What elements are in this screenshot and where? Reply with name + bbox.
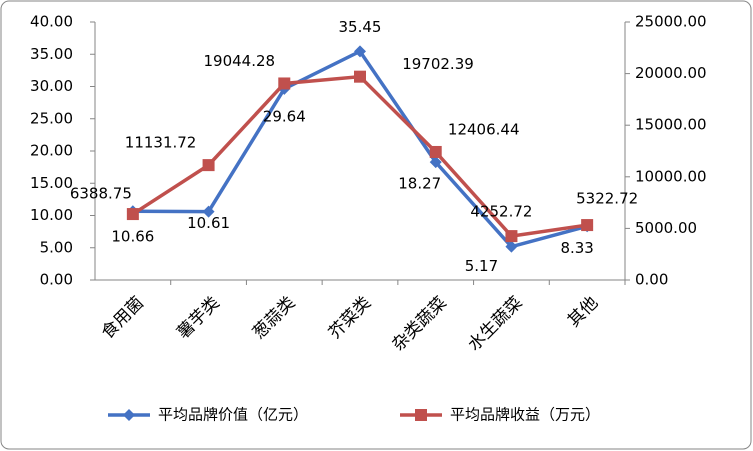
data-label: 6388.75 bbox=[70, 185, 132, 203]
data-label: 8.33 bbox=[560, 239, 593, 257]
y2-tick-label: 15000.00 bbox=[635, 116, 707, 134]
data-label: 18.27 bbox=[398, 175, 441, 193]
y2-tick-label: 0.00 bbox=[635, 271, 668, 289]
y2-tick-label: 5000.00 bbox=[635, 219, 697, 237]
marker bbox=[123, 409, 135, 421]
y2-tick-label: 10000.00 bbox=[635, 167, 707, 185]
data-label: 12406.44 bbox=[448, 120, 520, 138]
data-label: 35.45 bbox=[339, 18, 382, 36]
y-tick-label: 25.00 bbox=[30, 109, 73, 127]
data-label: 10.61 bbox=[187, 214, 230, 232]
marker bbox=[429, 145, 442, 158]
y-tick-label: 0.00 bbox=[40, 271, 73, 289]
marker bbox=[505, 230, 518, 243]
data-label: 19702.39 bbox=[402, 55, 474, 73]
marker bbox=[581, 219, 594, 232]
y-tick-label: 15.00 bbox=[30, 174, 73, 192]
y2-tick-label: 20000.00 bbox=[635, 64, 707, 82]
y-tick-label: 40.00 bbox=[30, 13, 73, 31]
y-tick-label: 35.00 bbox=[30, 45, 73, 63]
legend-label: 平均品牌价值（亿元） bbox=[158, 406, 308, 424]
data-label: 11131.72 bbox=[125, 134, 197, 152]
y2-tick-label: 25000.00 bbox=[635, 13, 707, 31]
marker bbox=[202, 159, 215, 172]
data-label: 19044.28 bbox=[203, 52, 275, 70]
data-label: 5.17 bbox=[465, 257, 498, 275]
marker bbox=[202, 205, 215, 218]
y-tick-label: 5.00 bbox=[40, 238, 73, 256]
marker bbox=[429, 156, 442, 169]
y-tick-label: 20.00 bbox=[30, 142, 73, 160]
data-label: 10.66 bbox=[111, 228, 154, 246]
marker bbox=[278, 77, 291, 90]
data-label: 4252.72 bbox=[470, 203, 532, 221]
marker bbox=[126, 208, 139, 221]
data-label: 5322.72 bbox=[576, 190, 638, 208]
marker bbox=[415, 409, 427, 421]
legend-label: 平均品牌收益（万元） bbox=[450, 406, 600, 424]
marker bbox=[354, 45, 366, 58]
y-tick-label: 30.00 bbox=[30, 77, 73, 95]
y-tick-label: 10.00 bbox=[30, 206, 73, 224]
marker bbox=[505, 240, 518, 253]
data-label: 29.64 bbox=[263, 107, 306, 125]
marker bbox=[354, 70, 366, 83]
